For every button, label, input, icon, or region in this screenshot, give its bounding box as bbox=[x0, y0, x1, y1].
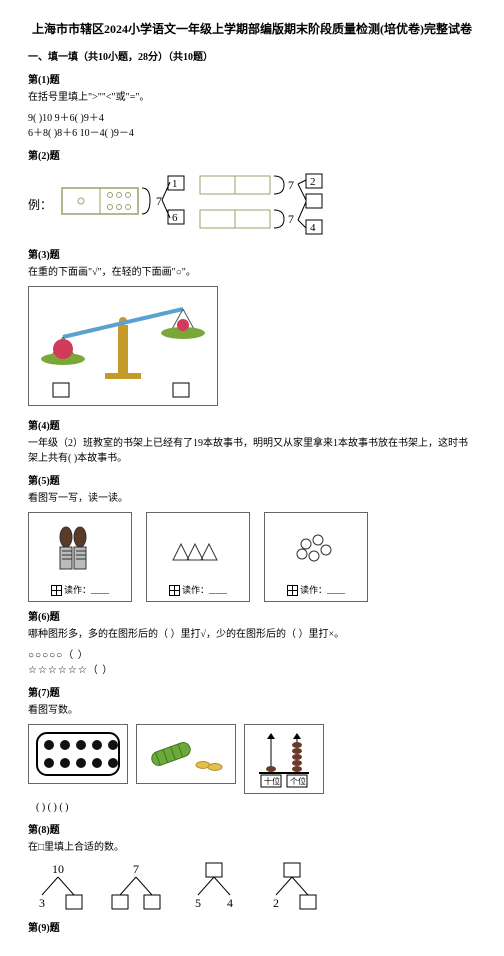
abacus-ones: 个位 bbox=[290, 776, 306, 786]
q2-left-bot: 6 bbox=[172, 212, 178, 224]
abacus-tens: 十位 bbox=[264, 776, 280, 786]
section-header: 一、填一填（共10小题，28分）（共10题） bbox=[28, 50, 476, 65]
number-bond: 7 bbox=[106, 861, 176, 913]
q8-text: 在□里填上合适的数。 bbox=[28, 840, 476, 855]
q6-circles: ○○○○○（ ） bbox=[28, 648, 476, 663]
q5-head: 第(5)题 bbox=[28, 474, 476, 489]
q4-text: 一年级（2）班教室的书架上已经有了19本故事书，明明又从家里拿来1本故事书放在书… bbox=[28, 436, 476, 466]
number-bond: 10 3 bbox=[28, 861, 98, 913]
q5-box1: 读作：____ bbox=[28, 512, 132, 602]
svg-text:7: 7 bbox=[288, 212, 294, 226]
svg-text:7: 7 bbox=[288, 178, 294, 192]
q9-head: 第(9)题 bbox=[28, 921, 476, 936]
q6-head: 第(6)题 bbox=[28, 610, 476, 625]
svg-text:2: 2 bbox=[273, 896, 279, 910]
q3-figure bbox=[28, 286, 218, 406]
q4-head: 第(4)题 bbox=[28, 419, 476, 434]
q3-head: 第(3)题 bbox=[28, 248, 476, 263]
q3-text: 在重的下面画"√"，在轻的下面画"○"。 bbox=[28, 265, 476, 280]
q5-box3: 读作：____ bbox=[264, 512, 368, 602]
q5-text: 看图写一写，读一读。 bbox=[28, 491, 476, 506]
q2-figure: 例： 7 1 6 7 7 2 4 bbox=[28, 170, 476, 240]
q7-paren-line: ( ) ( ) ( ) bbox=[36, 800, 476, 815]
q2-right-svg: 7 7 2 4 bbox=[198, 170, 348, 240]
q1-line2: 6＋8( )8＋6 10－4( )9－4 bbox=[28, 126, 476, 141]
page-title: 上海市市辖区2024小学语文一年级上学期部编版期末阶段质量检测(培优卷)完整试卷 bbox=[28, 20, 476, 38]
q1-head: 第(1)题 bbox=[28, 73, 476, 88]
q6-stars: ☆☆☆☆☆☆（ ） bbox=[28, 663, 476, 678]
q2-head: 第(2)题 bbox=[28, 149, 476, 164]
grid-icon bbox=[169, 585, 180, 596]
svg-text:10: 10 bbox=[52, 862, 64, 876]
q7-text: 看图写数。 bbox=[28, 703, 476, 718]
q7-head: 第(7)题 bbox=[28, 686, 476, 701]
q6-text: 哪种图形多，多的在图形后的（ ）里打√，少的在图形后的（ ）里打×。 bbox=[28, 627, 476, 642]
svg-text:4: 4 bbox=[310, 222, 316, 234]
q5-figures: 读作：____ 读作：____ 读作：____ bbox=[28, 512, 476, 602]
q5-box2: 读作：____ bbox=[146, 512, 250, 602]
svg-text:5: 5 bbox=[195, 896, 201, 910]
grid-icon bbox=[287, 585, 298, 596]
grid-icon bbox=[51, 585, 62, 596]
q2-left-svg: 7 1 6 bbox=[60, 170, 190, 230]
q8-trees: 1037542 bbox=[28, 861, 476, 913]
svg-text:7: 7 bbox=[133, 862, 139, 876]
q8-head: 第(8)题 bbox=[28, 823, 476, 838]
svg-text:2: 2 bbox=[310, 176, 316, 188]
number-bond: 54 bbox=[184, 861, 254, 913]
number-bond: 2 bbox=[262, 861, 332, 913]
svg-text:3: 3 bbox=[39, 896, 45, 910]
q2-left-seven: 7 bbox=[156, 194, 162, 208]
q2-left-top: 1 bbox=[172, 178, 178, 190]
q7-figures: 十位 个位 bbox=[28, 724, 476, 794]
svg-text:4: 4 bbox=[227, 896, 233, 910]
q1-line1: 9( )10 9＋6( )9＋4 bbox=[28, 111, 476, 126]
q2-example-label: 例： bbox=[28, 196, 52, 214]
q1-text: 在括号里填上">""<"或"="。 bbox=[28, 90, 476, 105]
